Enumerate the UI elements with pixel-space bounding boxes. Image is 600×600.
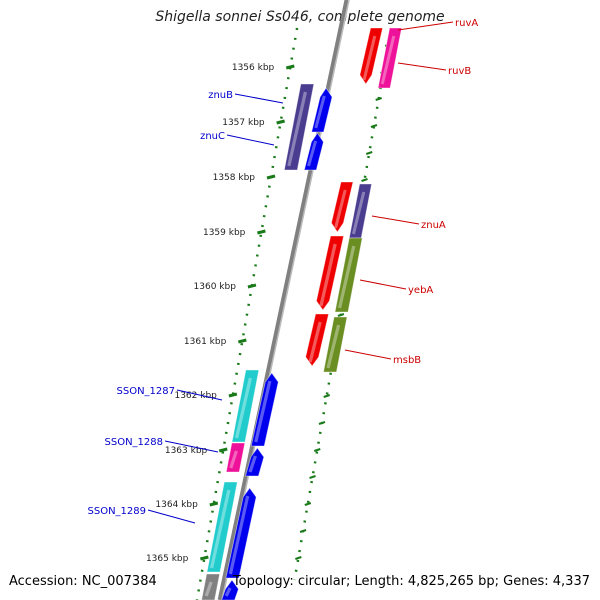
genome-summary: Topology: circular; Length: 4,825,265 bp…: [232, 574, 590, 589]
minor-tick: [375, 97, 382, 101]
scale-tick-label: 1358 kbp: [213, 173, 256, 183]
minor-tick: [309, 475, 316, 479]
minor-tick: [304, 502, 312, 506]
minor-tick: [370, 124, 378, 128]
gene-label-znuA: znuA: [421, 220, 446, 231]
minor-tick: [365, 151, 373, 155]
gene-box-znuA-shine: [351, 191, 366, 235]
gene-box-ruvB: [377, 27, 403, 89]
gene-box-msbB: [322, 316, 348, 373]
gene-label-leader: [344, 349, 392, 360]
gene-arrow-cds: [225, 487, 257, 579]
gene-label-msbB: msbB: [393, 355, 421, 366]
gene-arrow-cds: [303, 132, 324, 171]
outer-tick-ring: [195, 27, 299, 600]
scale-tick: [247, 283, 257, 289]
minor-tick: [318, 421, 326, 425]
scale-tick: [257, 229, 266, 235]
scale-tick-label: 1365 kbp: [146, 554, 189, 564]
gene-arrow-cds: [221, 579, 239, 600]
scale-tick-label: 1363 kbp: [165, 446, 208, 456]
minor-tick: [295, 556, 302, 560]
gene-arrow-cds: [330, 181, 354, 233]
minor-tick: [323, 394, 331, 398]
scale-tick-label: 1357 kbp: [222, 118, 265, 128]
scale-tick: [237, 338, 247, 344]
gene-box-znuB-znuC: [283, 83, 315, 171]
gene-arrow-cds: [305, 313, 330, 367]
gene-arrow-cds-shine: [224, 587, 232, 597]
gene-label-leader: [234, 93, 284, 104]
gene-box-yebA-shine: [337, 245, 356, 309]
gene-label-znuB: znuB: [208, 90, 233, 101]
gene-box-SSON_1289-shine: [209, 489, 231, 569]
gene-arrow-cds-shine: [228, 495, 250, 575]
gene-arrow-cds: [315, 235, 345, 311]
gene-label-leader: [397, 21, 454, 31]
gene-arrow-cds-shine: [254, 380, 272, 443]
gene-arrow-cds: [244, 447, 265, 477]
gene-label-leader: [397, 62, 447, 71]
gene-label-yebA: yebA: [408, 285, 433, 296]
gene-label-leader: [176, 389, 223, 401]
minor-tick: [313, 448, 321, 452]
gene-arrow-cds: [311, 87, 333, 133]
gene-arrow-cds: [359, 27, 384, 85]
scale-tick: [266, 174, 276, 180]
genome-title: Shigella sonnei Ss046, complete genome: [155, 9, 445, 25]
gene-box-SSON_1287-shine: [234, 377, 252, 439]
gene-label-leader: [164, 440, 219, 453]
gene-label-leader: [371, 215, 420, 225]
scale-tick-label: 1364 kbp: [155, 500, 198, 510]
minor-tick: [299, 529, 307, 533]
gene-label-leader: [226, 134, 275, 146]
gene-arrow-cds-shine: [319, 243, 337, 307]
gene-box-SSON_1287: [231, 369, 260, 443]
gene-box-SSON_1288: [225, 442, 246, 473]
gene-box-SSON_1288-shine: [229, 450, 238, 469]
gene-arrow-cds-shine: [308, 321, 322, 363]
gene-arrow-cds-shine: [334, 189, 347, 229]
scale-tick-label: 1361 kbp: [184, 337, 227, 347]
gene-label-SSON_1287: SSON_1287: [117, 386, 176, 397]
gene-label-ruvA: ruvA: [455, 18, 478, 29]
gene-box-msbB-shine: [326, 324, 341, 369]
gene-label-leader: [359, 279, 407, 290]
gene-label-ruvB: ruvB: [448, 66, 471, 77]
gene-box-yebA: [334, 237, 363, 313]
scale-tick: [209, 501, 219, 507]
gene-label-SSON_1289: SSON_1289: [88, 506, 147, 517]
minor-tick: [361, 178, 368, 182]
gene-label-leader: [147, 509, 196, 524]
gene-arrow-cds: [250, 372, 279, 447]
scale-tick: [228, 392, 238, 398]
accession-label: Accession: NC_007384: [9, 574, 157, 589]
gene-label-SSON_1288: SSON_1288: [105, 437, 164, 448]
gene-box-next: [201, 573, 221, 600]
scale-tick: [199, 555, 209, 561]
scale-tick-label: 1360 kbp: [194, 282, 237, 292]
gene-arrow-cds-shine: [362, 35, 377, 81]
gene-box-SSON_1289: [206, 481, 238, 573]
scale-tick: [218, 447, 228, 453]
gene-box-next-shine: [204, 581, 213, 597]
gene-box-ruvB-shine: [380, 35, 396, 85]
scale-tick: [276, 119, 286, 125]
scale-tick-label: 1359 kbp: [203, 228, 246, 238]
scale-tick-label: 1356 kbp: [232, 63, 275, 73]
gene-box-znuB-znuC-shine: [287, 91, 307, 167]
gene-arrow-cds-shine: [307, 140, 318, 167]
minor-tick: [337, 313, 345, 317]
gene-arrow-cds-shine: [314, 95, 326, 129]
scale-tick-label: 1362 kbp: [174, 391, 217, 401]
gene-arrow-cds-shine: [248, 455, 257, 473]
scale-tick: [285, 64, 295, 70]
gene-label-znuC: znuC: [200, 131, 225, 142]
